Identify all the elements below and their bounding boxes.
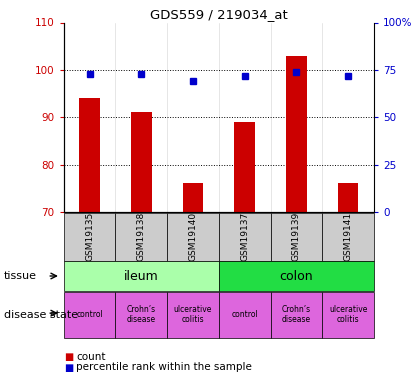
Bar — [115, 292, 167, 338]
Bar — [64, 261, 219, 291]
Text: count: count — [76, 352, 106, 362]
Text: GSM19140: GSM19140 — [189, 212, 198, 261]
Title: GDS559 / 219034_at: GDS559 / 219034_at — [150, 8, 288, 21]
Bar — [64, 292, 115, 338]
Text: GSM19139: GSM19139 — [292, 212, 301, 261]
Text: GSM19138: GSM19138 — [137, 212, 146, 261]
Bar — [167, 292, 219, 338]
Text: ileum: ileum — [124, 270, 159, 282]
Bar — [182, 183, 203, 212]
Bar — [219, 213, 270, 261]
Bar — [79, 98, 100, 212]
Bar — [219, 261, 374, 291]
Bar — [286, 56, 307, 212]
Text: disease state: disease state — [4, 310, 78, 320]
Text: ulcerative
colitis: ulcerative colitis — [329, 305, 367, 324]
Text: tissue: tissue — [4, 271, 37, 281]
Text: GSM19137: GSM19137 — [240, 212, 249, 261]
Bar — [131, 112, 152, 212]
Bar — [338, 183, 358, 212]
Bar — [115, 213, 167, 261]
Text: control: control — [231, 310, 258, 319]
Text: percentile rank within the sample: percentile rank within the sample — [76, 363, 252, 372]
Text: colon: colon — [279, 270, 313, 282]
Bar — [270, 213, 322, 261]
Text: GSM19141: GSM19141 — [344, 212, 353, 261]
Text: control: control — [76, 310, 103, 319]
Bar — [219, 292, 270, 338]
Bar — [322, 213, 374, 261]
Bar — [234, 122, 255, 212]
Text: ■: ■ — [64, 363, 73, 372]
Text: Crohn’s
disease: Crohn’s disease — [127, 305, 156, 324]
Text: GSM19135: GSM19135 — [85, 212, 94, 261]
Text: ulcerative
colitis: ulcerative colitis — [174, 305, 212, 324]
Bar — [322, 292, 374, 338]
Bar — [167, 213, 219, 261]
Bar — [64, 213, 115, 261]
Text: Crohn’s
disease: Crohn’s disease — [282, 305, 311, 324]
Bar — [270, 292, 322, 338]
Text: ■: ■ — [64, 352, 73, 362]
